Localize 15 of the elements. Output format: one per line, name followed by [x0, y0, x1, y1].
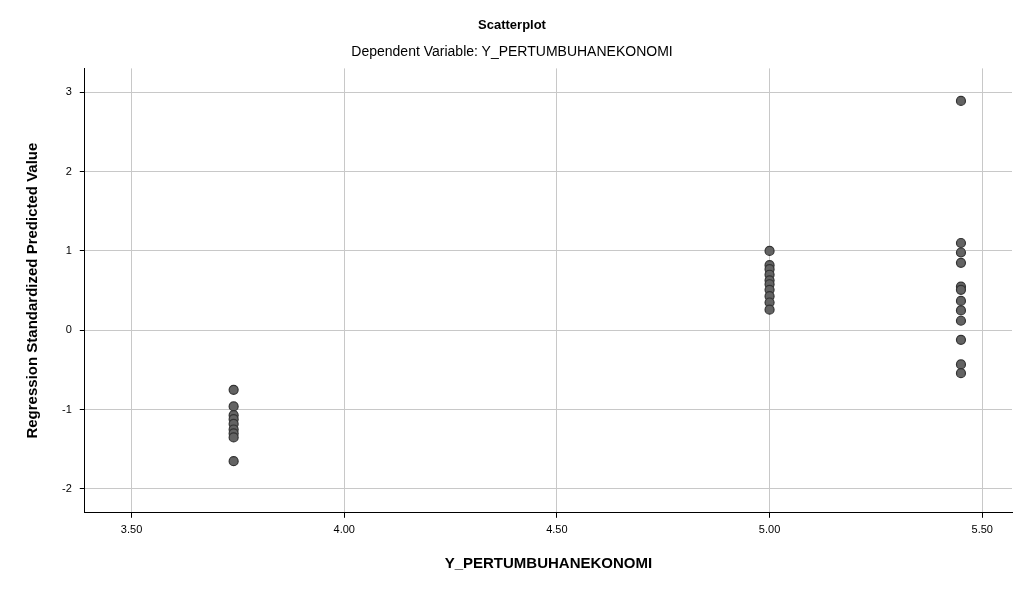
chart-title: Scatterplot	[478, 17, 547, 33]
x-tick-label: 4.50	[546, 523, 568, 536]
y-tick-label: -2	[62, 482, 72, 495]
y-tick-label: 0	[65, 323, 72, 336]
x-tick-label: 4.00	[333, 523, 355, 536]
x-axis-title: Y_PERTUMBUHANEKONOMI	[444, 554, 653, 572]
y-tick-label: 3	[65, 85, 72, 98]
x-tick-label: 5.00	[758, 523, 781, 536]
x-tick-label: 3.50	[120, 523, 143, 536]
y-tick-label: -1	[62, 402, 72, 415]
x-tick-label: 5.50	[971, 523, 993, 536]
chart-subtitle: Dependent Variable: Y_PERTUMBUHANEKONOMI	[351, 42, 673, 59]
y-tick-label: 2	[65, 164, 72, 177]
y-axis-title: Regression Standardized Predicted Value	[23, 142, 41, 439]
y-tick-label: 1	[65, 243, 72, 256]
